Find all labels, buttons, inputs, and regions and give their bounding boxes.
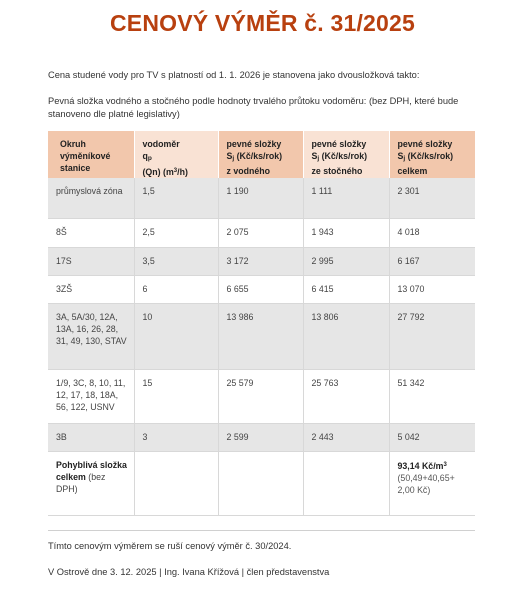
- cell-station: 3ZŠ: [48, 275, 135, 304]
- cell-sewer: 13 806: [303, 303, 390, 370]
- signature-line: V Ostrově dne 3. 12. 2025 | Ing. Ivana K…: [48, 567, 330, 577]
- header-total: pevné složky Sj (Kč/ks/rok) celkem: [389, 131, 476, 178]
- cell-water: 6 655: [218, 275, 304, 304]
- cell-station: 17S: [48, 247, 135, 276]
- cell-total: 6 167: [389, 247, 475, 276]
- table-row: 1/9, 3C, 8, 10, 11, 12, 17, 18, 18A, 56,…: [48, 369, 475, 424]
- price-table: Okruh výměníkové stanice vodoměr qp (Qn)…: [48, 131, 476, 516]
- cell-sewer: 1 943: [303, 218, 390, 248]
- table-row: 3ZŠ 6 6 655 6 415 13 070: [48, 275, 475, 304]
- cell-total: 2 301: [389, 178, 475, 219]
- cell-water: 13 986: [218, 303, 304, 370]
- cell-station: 3B: [48, 423, 135, 452]
- cell-total: 5 042: [389, 423, 475, 452]
- cell-meter: 10: [134, 303, 219, 370]
- table-row: 3A, 5A/30, 12A, 13A, 16, 26, 28, 31, 49,…: [48, 303, 475, 370]
- cell-station: 3A, 5A/30, 12A, 13A, 16, 26, 28, 31, 49,…: [48, 303, 135, 370]
- cell-meter: 3: [134, 423, 219, 452]
- cell-meter: 15: [134, 369, 219, 424]
- cell-total: 27 792: [389, 303, 475, 370]
- cell-station: 8Š: [48, 218, 135, 248]
- cell-total: 13 070: [389, 275, 475, 304]
- header-water: pevné složky Sj (Kč/ks/rok) z vodného: [218, 131, 304, 178]
- table-row: 17S 3,5 3 172 2 995 6 167: [48, 247, 475, 276]
- fixed-component-note: Pevná složka vodného a stočného podle ho…: [48, 96, 459, 119]
- cell-meter: 6: [134, 275, 219, 304]
- cell-water: 2 599: [218, 423, 304, 452]
- table-row: 3B 3 2 599 2 443 5 042: [48, 423, 475, 452]
- cell-empty: [303, 451, 390, 516]
- header-meter: vodoměr qp (Qn) (m3/h): [134, 131, 219, 178]
- cell-meter: 2,5: [134, 218, 219, 248]
- cell-water: 2 075: [218, 218, 304, 248]
- cell-station: průmyslová zóna: [48, 178, 135, 219]
- cell-station: 1/9, 3C, 8, 10, 11, 12, 17, 18, 18A, 56,…: [48, 369, 135, 424]
- header-sewer: pevné složky Sj (Kč/ks/rok) ze stočného: [303, 131, 390, 178]
- cell-water: 1 190: [218, 178, 304, 219]
- cell-meter: 3,5: [134, 247, 219, 276]
- cell-water: 3 172: [218, 247, 304, 276]
- variable-component-row: Pohyblivá složka celkem (bez DPH) 93,14 …: [48, 451, 475, 516]
- cell-sewer: 6 415: [303, 275, 390, 304]
- document-title: CENOVÝ VÝMĚR č. 31/2025: [109, 10, 415, 36]
- cell-sewer: 25 763: [303, 369, 390, 424]
- table-header-row: Okruh výměníkové stanice vodoměr qp (Qn)…: [48, 131, 476, 178]
- cell-empty: [134, 451, 219, 516]
- cell-total: 51 342: [389, 369, 475, 424]
- table-row: 8Š 2,5 2 075 1 943 4 018: [48, 218, 475, 248]
- intro-text: Cena studené vody pro TV s platností od …: [48, 70, 420, 80]
- cell-total: 4 018: [389, 218, 475, 248]
- cell-sewer: 2 995: [303, 247, 390, 276]
- cancellation-note: Tímto cenovým výměrem se ruší cenový vým…: [48, 541, 292, 551]
- divider: [48, 530, 475, 531]
- cell-sewer: 2 443: [303, 423, 390, 452]
- cell-water: 25 579: [218, 369, 304, 424]
- cell-empty: [218, 451, 304, 516]
- header-station: Okruh výměníkové stanice: [48, 131, 135, 178]
- cell-sewer: 1 111: [303, 178, 390, 219]
- cell-meter: 1,5: [134, 178, 219, 219]
- cell-variable-label: Pohyblivá složka celkem (bez DPH): [48, 451, 135, 516]
- table-row: průmyslová zóna 1,5 1 190 1 111 2 301: [48, 178, 475, 219]
- cell-variable-total: 93,14 Kč/m3 (50,49+40,65+ 2,00 Kč): [389, 451, 475, 516]
